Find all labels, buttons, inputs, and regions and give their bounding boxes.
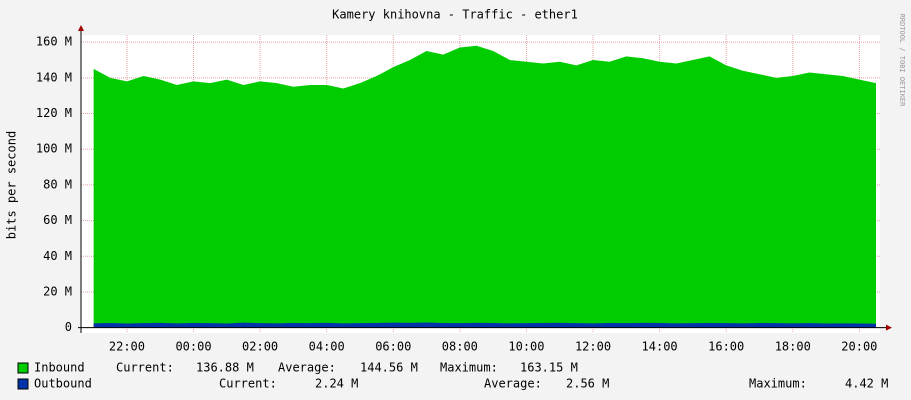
x-tick-label: 14:00 bbox=[642, 340, 678, 354]
legend-stat: 136.88 M bbox=[196, 361, 254, 375]
x-tick-label: 10:00 bbox=[508, 340, 544, 354]
x-tick-label: 12:00 bbox=[575, 340, 611, 354]
arrow bbox=[78, 25, 84, 31]
x-tick-label: 02:00 bbox=[242, 340, 278, 354]
legend-stat: 163.15 M bbox=[520, 361, 578, 375]
arrow bbox=[886, 324, 892, 331]
legend-label: Outbound bbox=[34, 377, 92, 391]
x-tick-label: 04:00 bbox=[309, 340, 345, 354]
legend-swatch bbox=[17, 362, 29, 374]
chart-title: Kamery knihovna - Traffic - ether1 bbox=[332, 8, 578, 22]
x-tick-label: 08:00 bbox=[442, 340, 478, 354]
x-tick-label: 16:00 bbox=[708, 340, 744, 354]
area bbox=[93, 322, 877, 328]
y-tick-label: 140 M bbox=[36, 70, 72, 84]
x-tick-label: 00:00 bbox=[175, 340, 211, 354]
y-tick-label: 60 M bbox=[43, 213, 72, 227]
legend-stat: Current: bbox=[116, 361, 174, 375]
area bbox=[93, 45, 877, 328]
legend-stat: 144.56 M bbox=[360, 361, 418, 375]
legend-stat: Average: bbox=[484, 377, 542, 391]
legend-stat: 2.24 M bbox=[315, 377, 358, 391]
watermark: RRDTOOL / TOBI OETIKER bbox=[898, 14, 906, 108]
x-tick-label: 20:00 bbox=[841, 340, 877, 354]
legend-stat: Maximum: bbox=[440, 361, 498, 375]
x-tick-label: 22:00 bbox=[109, 340, 145, 354]
y-tick-label: 20 M bbox=[43, 284, 72, 298]
y-tick-label: 100 M bbox=[36, 142, 72, 156]
axes: 0 20 M 40 M 60 M 80 M 100 M 120 M 140 M 160 M 22:… bbox=[36, 25, 892, 354]
marks bbox=[93, 45, 877, 328]
legend-stat: 2.56 M bbox=[566, 377, 609, 391]
legend-label: Inbound bbox=[34, 361, 85, 375]
x-tick-label: 18:00 bbox=[775, 340, 811, 354]
legend-swatch bbox=[17, 378, 29, 390]
y-tick-label: 160 M bbox=[36, 35, 72, 49]
legend-stat: Maximum: bbox=[749, 377, 807, 391]
y-tick-label: 40 M bbox=[43, 249, 72, 263]
y-tick-label: 120 M bbox=[36, 106, 72, 120]
x-tick-label: 06:00 bbox=[375, 340, 411, 354]
legend-stat: Average: bbox=[278, 361, 336, 375]
y-tick-label: 80 M bbox=[43, 177, 72, 191]
y-axis-label: bits per second bbox=[5, 131, 19, 239]
legend: Inbound Current: 136.88 M Average: 144.56 M M… bbox=[17, 361, 888, 391]
legend-stat: 4.42 M bbox=[845, 377, 888, 391]
legend-stat: Current: bbox=[219, 377, 277, 391]
y-tick-label: 0 bbox=[65, 320, 72, 334]
